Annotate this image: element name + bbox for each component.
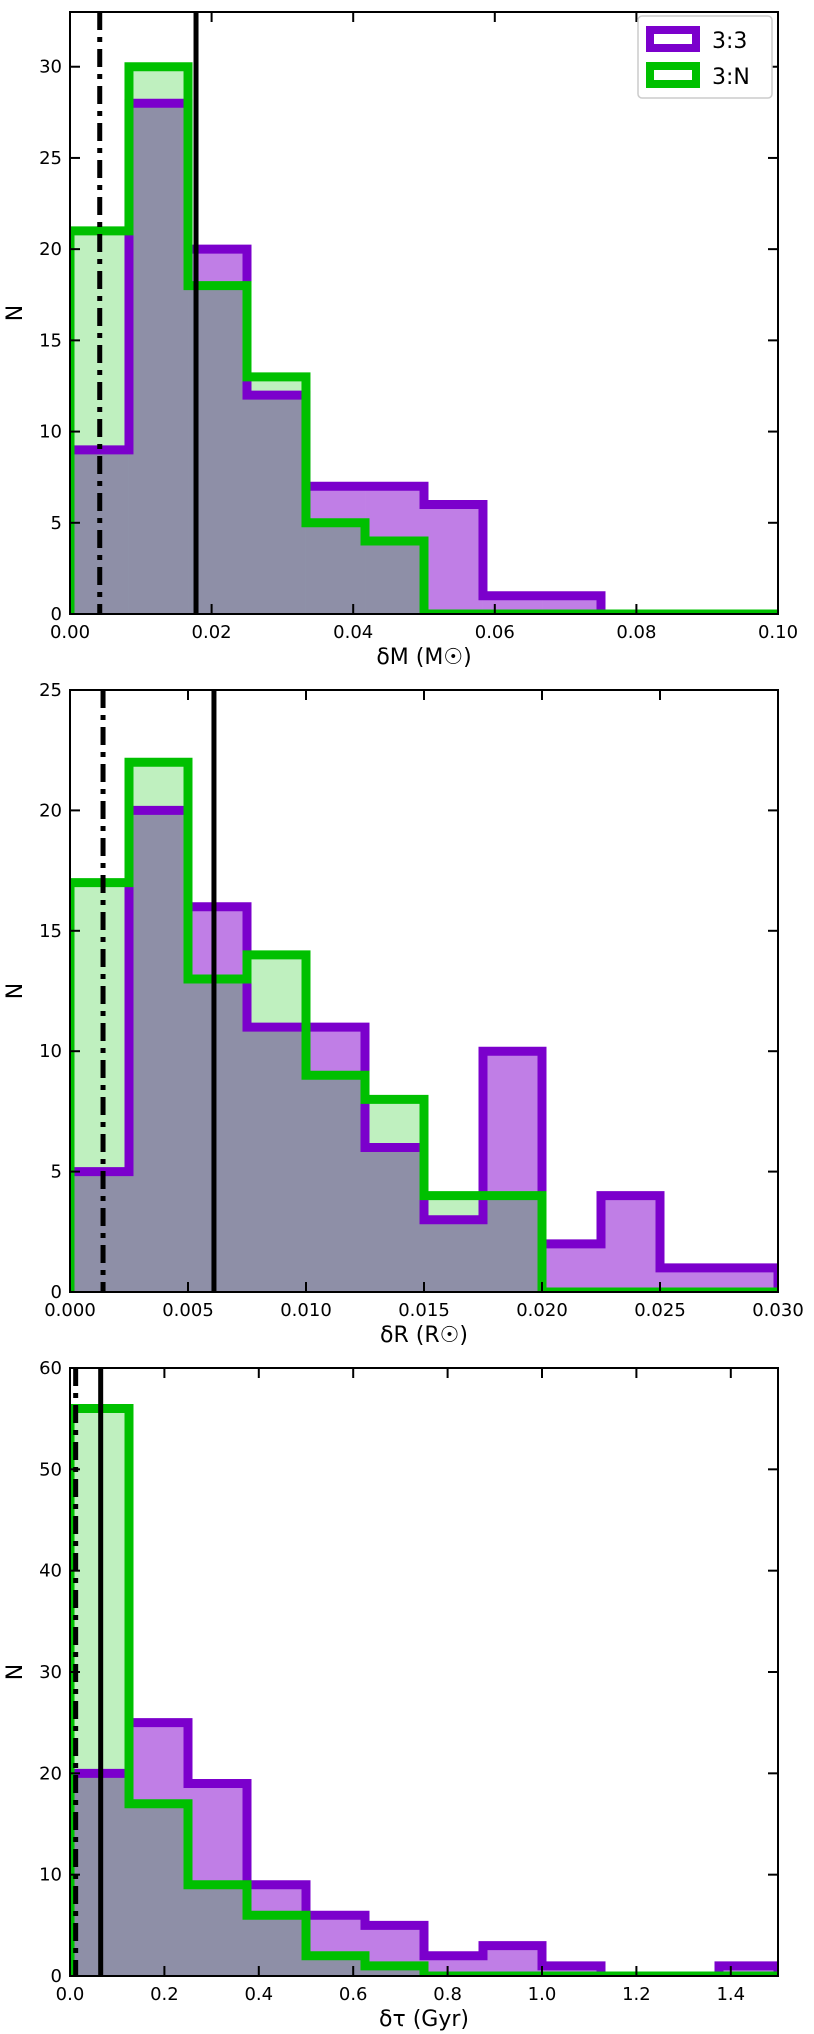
bar-overlap-fill xyxy=(70,1171,129,1292)
y-tick-label: 10 xyxy=(39,422,62,443)
y-axis-label: N xyxy=(3,305,28,321)
x-tick-label: 0.000 xyxy=(44,1300,96,1321)
y-tick-label: 5 xyxy=(51,513,62,534)
y-tick-label: 50 xyxy=(39,1459,62,1480)
y-tick-label: 30 xyxy=(39,57,62,78)
bar-overlap-fill xyxy=(365,1965,424,1976)
plot-area xyxy=(70,1368,778,1976)
y-tick-label: 0 xyxy=(51,604,62,625)
y-tick-label: 15 xyxy=(39,330,62,351)
x-tick-label: 0.020 xyxy=(516,1300,568,1321)
legend-swatch xyxy=(646,26,700,52)
legend: 3:33:N xyxy=(637,15,773,99)
bar-overlap-fill xyxy=(247,1915,306,1976)
histogram-panel-1: 0.00 0.02 0.04 0.06 0.08 0.10 0 5 10 15 20 25 30 δM (… xyxy=(3,11,798,670)
y-tick-label: 40 xyxy=(39,1561,62,1582)
y-tick-label: 0 xyxy=(51,1282,62,1303)
x-tick-label: 0.04 xyxy=(333,622,373,643)
bar-overlap-fill xyxy=(188,1884,247,1976)
bar-3-3-fill xyxy=(601,1195,660,1292)
histogram-panel-2: 0.000 0.005 0.010 0.015 0.020 0.025 0.030 0 5 10 1… xyxy=(3,680,804,1348)
x-tick-label: 0.005 xyxy=(162,1300,214,1321)
y-tick-label: 60 xyxy=(39,1358,62,1379)
x-tick-label: 0.025 xyxy=(634,1300,686,1321)
x-axis-label: δR (R☉) xyxy=(380,1323,468,1348)
x-tick-label: 1.4 xyxy=(716,1984,745,2005)
x-tick-label: 0.010 xyxy=(280,1300,332,1321)
legend-entry-label: 3:3 xyxy=(712,29,747,54)
bar-3-3-fill xyxy=(424,1955,483,1976)
plot-area xyxy=(70,12,778,614)
plot-area xyxy=(70,690,778,1292)
y-tick-label: 10 xyxy=(39,1041,62,1062)
series-3-3-outline xyxy=(70,98,778,614)
bar-overlap-fill xyxy=(129,1803,188,1976)
bar-overlap-fill xyxy=(424,1219,483,1292)
series-3-N-outline xyxy=(70,62,778,614)
x-tick-label: 0.2 xyxy=(150,1984,179,2005)
axes-frame xyxy=(69,11,779,615)
bar-overlap-fill xyxy=(305,522,366,614)
legend-swatch xyxy=(646,62,700,88)
y-tick-label: 20 xyxy=(39,800,62,821)
y-axis-label: N xyxy=(3,1664,28,1680)
series-3-N-outline xyxy=(70,757,778,1292)
bar-overlap-fill xyxy=(129,810,188,1292)
legend-entry-label: 3:N xyxy=(712,65,750,90)
y-tick-label: 25 xyxy=(39,148,62,169)
y-tick-label: 20 xyxy=(39,1763,62,1784)
bar-3-3-fill xyxy=(482,595,543,614)
bar-3-3-fill xyxy=(542,1243,601,1292)
bar-overlap-fill xyxy=(247,395,306,614)
y-tick-label: 20 xyxy=(39,239,62,260)
y-tick-label: 5 xyxy=(51,1162,62,1183)
x-axis-label: δτ (Gyr) xyxy=(379,2007,469,2032)
bar-overlap-fill xyxy=(365,1147,424,1292)
x-tick-label: 0.030 xyxy=(752,1300,804,1321)
bar-overlap-fill xyxy=(365,541,424,614)
x-tick-label: 0.0 xyxy=(56,1984,85,2005)
y-tick-label: 0 xyxy=(51,1966,62,1987)
x-tick-label: 0.4 xyxy=(244,1984,273,2005)
y-tick-label: 30 xyxy=(39,1662,62,1683)
x-tick-label: 0.06 xyxy=(475,622,515,643)
series-3-3-outline xyxy=(70,1718,778,1976)
bar-3-3-fill xyxy=(542,595,601,614)
y-tick-label: 10 xyxy=(39,1865,62,1886)
y-tick-label: 25 xyxy=(39,680,62,701)
bar-overlap-fill xyxy=(247,1027,306,1292)
series-3-N-outline xyxy=(70,1404,778,1976)
x-axis-label: δM (M☉) xyxy=(376,645,471,670)
x-tick-label: 0.08 xyxy=(616,622,656,643)
x-tick-label: 0.10 xyxy=(758,622,798,643)
x-tick-label: 1.0 xyxy=(528,1984,557,2005)
y-tick-label: 15 xyxy=(39,921,62,942)
bar-3-3-fill xyxy=(424,504,483,614)
y-axis-label: N xyxy=(3,983,28,999)
x-tick-label: 0.6 xyxy=(339,1984,368,2005)
bar-overlap-fill xyxy=(306,1075,365,1292)
bar-overlap-fill xyxy=(188,978,247,1292)
bar-3-3-fill xyxy=(483,1945,542,1976)
x-tick-label: 0.015 xyxy=(398,1300,450,1321)
bar-overlap-fill xyxy=(306,1955,365,1976)
bar-overlap-fill xyxy=(483,1195,542,1292)
x-tick-label: 0.02 xyxy=(192,622,232,643)
x-tick-label: 0.00 xyxy=(50,622,90,643)
bar-3-3-fill xyxy=(542,1965,601,1976)
bar-overlap-fill xyxy=(128,103,189,614)
x-tick-label: 1.2 xyxy=(622,1984,651,2005)
x-tick-label: 0.8 xyxy=(433,1984,462,2005)
bar-3-3-fill xyxy=(719,1965,778,1976)
histogram-panel-3: 0.0 0.2 0.4 0.6 0.8 1.0 1.2 1.4 0 10 20 30 40 50 60 δτ … xyxy=(3,1358,779,2032)
